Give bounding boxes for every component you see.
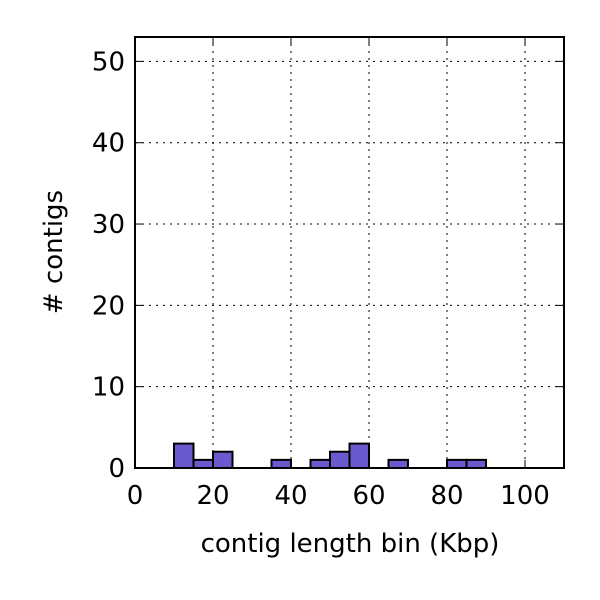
x-tick-label: 80 bbox=[430, 481, 463, 511]
bar bbox=[348, 442, 370, 469]
x-tick-label: 40 bbox=[274, 481, 307, 511]
y-tick-label: 10 bbox=[92, 373, 125, 403]
bar bbox=[173, 442, 195, 469]
y-tick-label: 0 bbox=[108, 454, 125, 484]
x-axis-label: contig length bin (Kbp) bbox=[201, 529, 500, 559]
x-tick-label: 0 bbox=[127, 481, 144, 511]
bar bbox=[329, 450, 351, 469]
x-tick-label: 60 bbox=[352, 481, 385, 511]
x-tick-label: 20 bbox=[196, 481, 229, 511]
bar bbox=[446, 458, 468, 469]
x-tick-label: 100 bbox=[500, 481, 550, 511]
y-tick-label: 20 bbox=[92, 291, 125, 321]
plot-frame bbox=[134, 36, 565, 469]
bar bbox=[465, 458, 487, 469]
bar bbox=[192, 458, 214, 469]
y-tick-label: 40 bbox=[92, 129, 125, 159]
y-tick-label: 50 bbox=[92, 47, 125, 77]
y-axis-label: # contigs bbox=[39, 190, 69, 314]
bar bbox=[212, 450, 234, 469]
y-tick-label: 30 bbox=[92, 210, 125, 240]
bar bbox=[270, 458, 292, 469]
bar bbox=[309, 458, 331, 469]
bar bbox=[387, 458, 409, 469]
